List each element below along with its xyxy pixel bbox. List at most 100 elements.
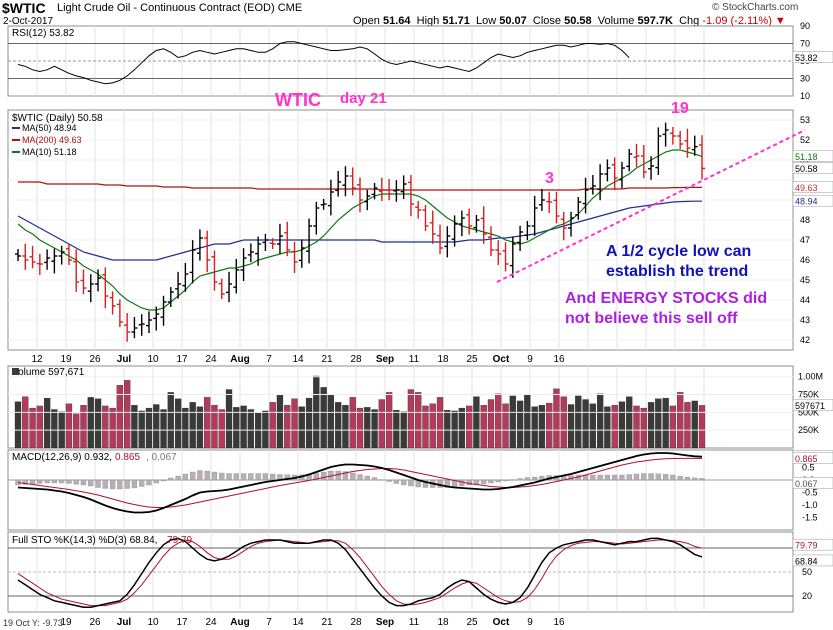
volume-bar [371,409,378,449]
price-x-tick-label: 21 [321,354,333,365]
volume-bar [546,402,553,449]
close-value: 50.58 [564,15,592,27]
price-bar [124,313,131,342]
price-bar [196,229,203,261]
macd-panel [7,449,794,531]
macd-histogram-bar [422,479,429,488]
volume-bar [36,405,43,449]
macd-line [17,452,703,514]
volume-bar [305,397,313,449]
price-x-tick-label: 7 [266,354,272,365]
price-bar [487,226,494,257]
price-tag: 50.58 [795,164,818,174]
price-bar [386,179,393,201]
macd-histogram-bar [612,474,618,481]
price-bar [269,238,276,249]
volume-bar [604,406,611,449]
volume-bar [436,397,444,449]
price-bar [495,240,502,265]
volume-bar [473,396,480,449]
volume-bar [691,400,698,449]
bottom-x-tick-label: Sep [376,617,394,628]
volume-bar [698,405,706,449]
price-bar [568,211,575,237]
macd-histogram-bar [371,477,378,481]
macd-tick-label: -1.0 [802,500,818,510]
price-x-tick-label: 18 [437,354,449,365]
volume-bar [669,405,677,449]
price-panel [7,109,794,351]
volume-bar [495,393,502,449]
description-text: Light Crude Oil - Continuous Contract (E… [57,2,275,14]
price-bar [145,311,152,333]
price-tick-label: 42 [800,335,810,345]
volume-legend: Volume 597,671 [12,367,85,378]
macd-histogram-bar [677,475,683,481]
macd-histogram-bar [684,476,691,481]
volume-bar [109,407,116,449]
price-bar [451,215,458,247]
macd-histogram-bar [80,479,87,486]
price-bar [618,161,625,189]
macd-histogram-bar [102,479,108,489]
macd-histogram-bar [481,479,487,485]
price-bar [669,127,676,145]
macd-histogram-bar [408,479,414,487]
price-bar [226,271,233,303]
macd-histogram-bar [364,475,370,481]
price-x-tick-label: 9 [527,354,533,365]
macd-histogram-bar [51,479,58,484]
volume-bar [276,395,284,449]
price-bar [233,259,240,294]
price-x-tick-label: 26 [89,354,101,365]
volume-bar [80,405,87,449]
annotation-note1-line1: A 1/2 cycle low can [606,243,751,260]
price-bar [313,201,320,235]
macd-histogram-bar [590,474,596,481]
price-x-tick-label: 10 [147,354,159,365]
volume-bar [451,410,458,449]
ma200-tag: 49.63 [795,183,818,193]
macd-histogram-bar [401,479,407,486]
price-bar [640,145,647,179]
price-bar [131,317,138,339]
volume-bar [626,396,633,449]
volume-bar [211,405,218,449]
volume-bar [480,405,487,449]
sto-k-line [17,537,703,608]
annotation-count-3: 3 [545,170,554,187]
volume-bar [560,396,567,449]
volume-value-tag-box [792,399,833,411]
price-bar [349,167,356,196]
ma200-tag-box [792,181,833,193]
volume-bar [182,407,189,449]
price-bar [480,206,487,244]
macd-histogram-bar [66,479,72,484]
macd-histogram-bar [153,479,159,484]
price-x-tick-label: 28 [350,354,362,365]
macd-histogram-bar [502,479,509,482]
bottom-x-tick-label: 14 [292,617,304,628]
volume-tick-label: 250K [798,425,819,435]
volume-bar [189,402,196,449]
price-bar [677,131,684,149]
volume-bar [393,410,400,449]
price-x-tick-label: 16 [553,354,565,365]
volume-bar [131,405,138,449]
price-tag-box [792,162,833,174]
rsi-tick-label: 90 [800,21,810,31]
price-bar [655,127,662,175]
macd-histogram-bar [233,473,239,481]
volume-bar [487,399,495,449]
macd-histogram-bar [29,479,36,485]
price-tick-label: 48 [800,215,810,225]
macd-legend-signal: 0.865 [115,452,140,463]
price-bar [51,248,58,274]
price-bar [699,135,705,180]
ma50-legend: MA(50) 48.94 [22,123,77,133]
price-bar [276,223,283,254]
rsi-value-tag-box [792,51,833,63]
macd-histogram-bar [655,473,661,481]
macd-histogram-bar [270,473,276,481]
